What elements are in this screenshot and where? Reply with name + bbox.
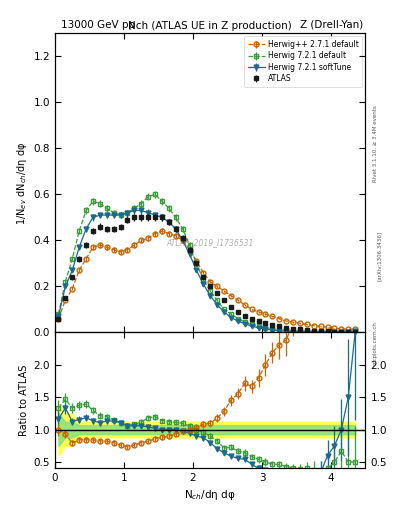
Y-axis label: 1/N$_{ev}$ dN$_{ch}$/dη dφ: 1/N$_{ev}$ dN$_{ch}$/dη dφ <box>15 141 29 225</box>
Text: Rivet 3.1.10, ≥ 3.4M events: Rivet 3.1.10, ≥ 3.4M events <box>373 105 378 182</box>
Text: 13000 GeV pp: 13000 GeV pp <box>61 19 135 30</box>
Text: [arXiv:1306.3436]: [arXiv:1306.3436] <box>377 231 382 281</box>
Legend: Herwig++ 2.7.1 default, Herwig 7.2.1 default, Herwig 7.2.1 softTune, ATLAS: Herwig++ 2.7.1 default, Herwig 7.2.1 def… <box>244 36 362 87</box>
Y-axis label: Ratio to ATLAS: Ratio to ATLAS <box>19 365 29 436</box>
Text: Z (Drell-Yan): Z (Drell-Yan) <box>300 19 364 30</box>
X-axis label: N$_{ch}$/dη dφ: N$_{ch}$/dη dφ <box>184 487 236 502</box>
Text: mcplots.cern.ch: mcplots.cern.ch <box>373 321 378 365</box>
Title: Nch (ATLAS UE in Z production): Nch (ATLAS UE in Z production) <box>129 21 292 31</box>
Text: ATLAS_2019_I1736531: ATLAS_2019_I1736531 <box>167 238 254 247</box>
